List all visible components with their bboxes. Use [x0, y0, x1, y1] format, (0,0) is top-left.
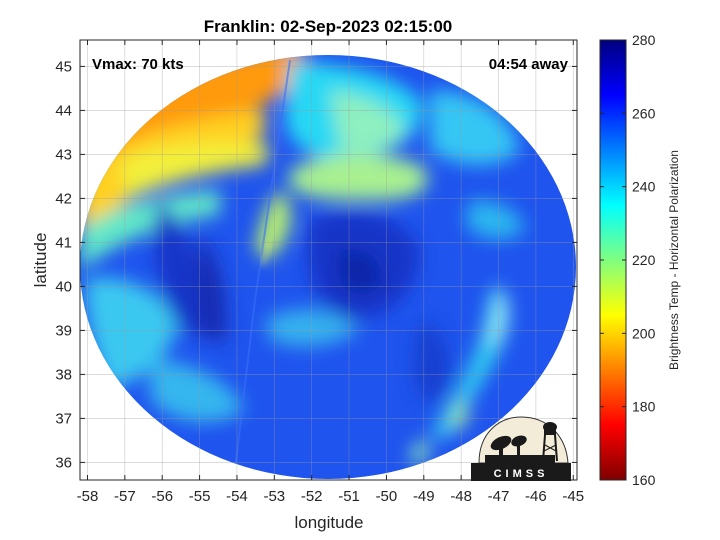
x-axis-label: longitude — [294, 513, 363, 532]
x-tick-label: -50 — [376, 488, 398, 505]
y-axis-label: latitude — [31, 233, 50, 288]
cimss-logo-text: CIMSS — [494, 468, 549, 480]
x-tick-label: -51 — [338, 488, 360, 505]
y-tick-label: 43 — [55, 146, 72, 163]
y-tick-label: 38 — [55, 366, 72, 383]
y-tick-label: 41 — [55, 234, 72, 251]
x-tick-label: -55 — [189, 488, 211, 505]
y-tick-label: 45 — [55, 58, 72, 75]
x-tick-label: -58 — [77, 488, 99, 505]
cimss-logo: CIMSS — [471, 416, 571, 481]
x-tick-label: -54 — [226, 488, 248, 505]
x-axis-ticks: -58 -57 -56 -55 -54 -53 -52 -51 -50 -49 -48 -47 -46-… — [77, 40, 584, 505]
y-tick-label: 36 — [55, 454, 72, 471]
colorbar-tick-label: 160 — [632, 472, 656, 488]
time-away-annotation: 04:54 away — [489, 56, 569, 73]
y-tick-label: 42 — [55, 190, 72, 207]
x-tick-label: -53 — [263, 488, 285, 505]
x-tick-label: -49 — [413, 488, 435, 505]
x-tick-label: -45 — [562, 488, 584, 505]
gridlines — [80, 40, 577, 480]
x-tick-label: -48 — [450, 488, 472, 505]
x-tick-label: -52 — [301, 488, 323, 505]
y-axis-ticks: 36 37 38 39 40 41 42 43 44 45 — [55, 58, 577, 471]
colorbar-tick-label: 180 — [632, 399, 656, 415]
axes-frame — [79, 39, 578, 481]
x-tick-label: -57 — [114, 488, 136, 505]
satellite-image — [80, 55, 576, 479]
colorbar-tick-label: 260 — [632, 105, 656, 121]
colorbar-tick-label: 220 — [632, 252, 656, 268]
colorbar-tick-label: 240 — [632, 179, 656, 195]
vmax-annotation: Vmax: 70 kts — [92, 56, 184, 73]
colorbar-label: Brightness Temp - Horizontal Polarizatio… — [667, 150, 681, 370]
x-tick-label: -47 — [488, 488, 510, 505]
colorbar-tick-label: 200 — [632, 325, 656, 341]
x-tick-label: -56 — [151, 488, 173, 505]
y-tick-label: 40 — [55, 278, 72, 295]
y-tick-label: 44 — [55, 102, 72, 119]
y-tick-label: 37 — [55, 410, 72, 427]
y-tick-label: 39 — [55, 322, 72, 339]
x-tick-label: -46 — [525, 488, 547, 505]
colorbar-ticks: 160 180 200 220 240 260 280 — [600, 32, 656, 488]
colorbar-tick-label: 280 — [632, 32, 656, 48]
chart-title: Franklin: 02-Sep-2023 02:15:00 — [204, 17, 453, 36]
